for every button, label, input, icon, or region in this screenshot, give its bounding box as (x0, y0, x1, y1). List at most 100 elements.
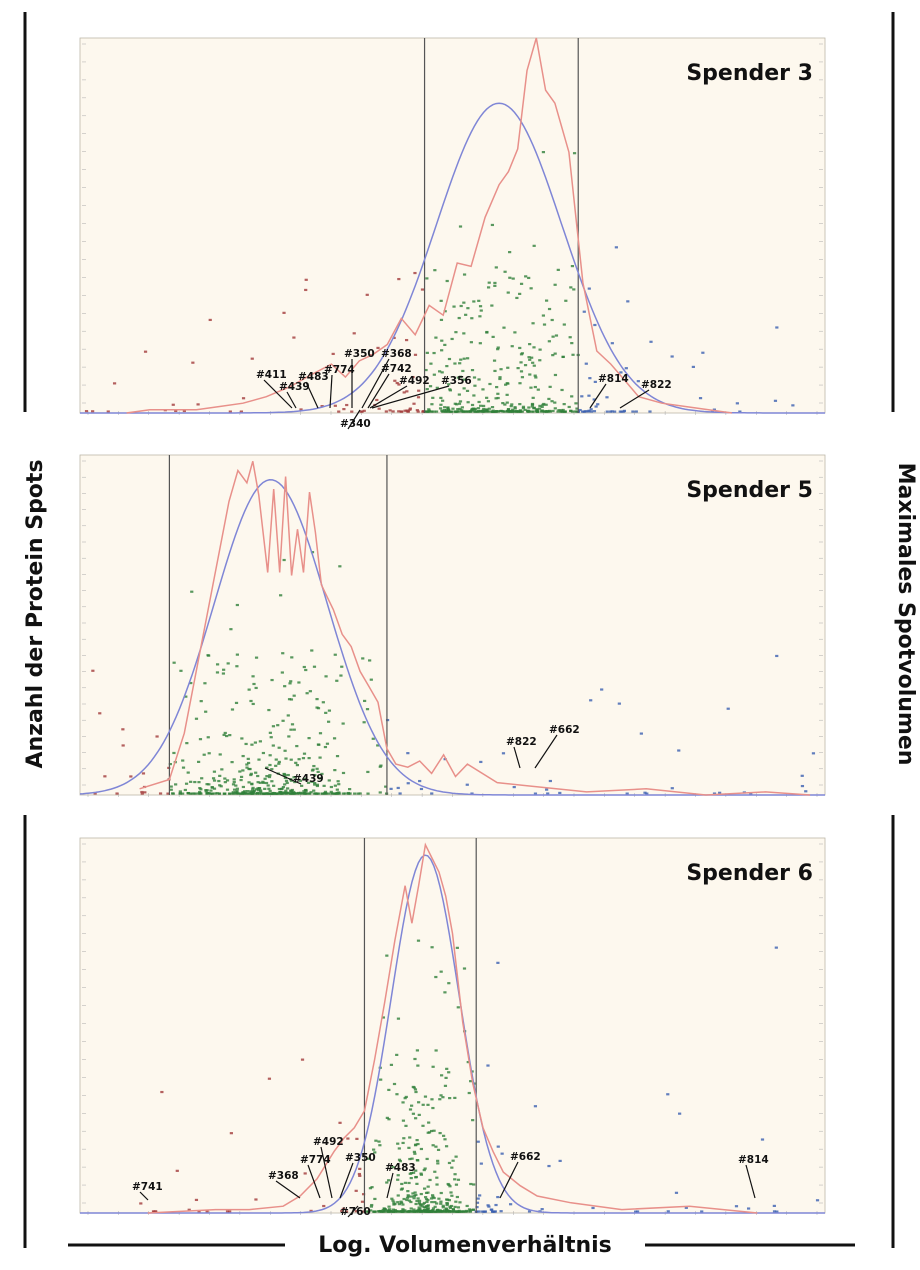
spot-annotation: #356 (441, 375, 472, 387)
spot-point (431, 1194, 435, 1197)
spot-point (409, 1195, 414, 1198)
spot-point (563, 410, 567, 413)
spot-point (418, 779, 422, 783)
spot-point (168, 762, 172, 766)
spot-point (232, 788, 237, 791)
spot-point (456, 1206, 461, 1209)
spot-point (542, 402, 546, 406)
spot-point (589, 410, 594, 413)
spot-point (341, 792, 345, 795)
spot-point (453, 1178, 457, 1181)
spot-point (409, 1207, 413, 1210)
spot-point (302, 790, 306, 793)
spot-point (335, 792, 340, 795)
spot-point (443, 1138, 447, 1141)
spot-point (258, 789, 263, 792)
spot-point (340, 665, 344, 668)
spot-point (450, 337, 454, 341)
spot-point (251, 786, 255, 790)
spot-point (268, 789, 272, 792)
spot-point (253, 741, 258, 744)
spot-point (457, 316, 461, 320)
spot-point (344, 1210, 349, 1213)
spot-point (362, 721, 366, 724)
spot-point (536, 388, 540, 391)
spot-point (440, 409, 444, 412)
spot-point (560, 388, 564, 392)
spot-point (305, 692, 309, 695)
spot-point (235, 665, 239, 668)
spot-point (518, 403, 522, 406)
spot-point (140, 792, 144, 795)
spot-point (533, 385, 537, 389)
spot-point (320, 772, 324, 776)
spot-annotation: #814 (598, 373, 629, 385)
spot-point (451, 407, 455, 410)
spot-point (434, 1049, 438, 1052)
spot-point (800, 784, 805, 788)
spot-point (580, 395, 584, 398)
spot-point (279, 788, 283, 791)
spot-point (502, 326, 506, 329)
spot-point (649, 340, 653, 343)
spot-point (521, 407, 526, 410)
spot-point (312, 789, 316, 792)
spot-point (377, 1140, 381, 1143)
spot-point (454, 1183, 459, 1186)
spot-point (281, 785, 286, 789)
spot-point (204, 710, 208, 713)
spot-point (267, 708, 271, 712)
spot-point (440, 1074, 444, 1077)
spot-point (426, 1205, 430, 1208)
spot-point (413, 1191, 417, 1194)
spot-point (377, 407, 381, 410)
spot-point (511, 408, 515, 411)
spot-point (366, 792, 370, 795)
spot-point (445, 1067, 449, 1070)
annotation-leader (369, 385, 408, 409)
spot-point (470, 407, 474, 411)
spot-point (429, 1197, 434, 1200)
spot-point (496, 396, 500, 400)
spot-point (300, 784, 304, 787)
spot-point (487, 281, 491, 284)
spot-point (417, 1113, 421, 1116)
spot-point (478, 410, 483, 413)
spot-point (506, 408, 511, 411)
spot-point (241, 754, 245, 758)
spot-point (467, 1210, 471, 1213)
spot-point (309, 1209, 313, 1212)
spot-point (545, 788, 549, 791)
spot-point (439, 970, 443, 973)
spot-point (400, 1210, 405, 1213)
spot-point (410, 1157, 414, 1160)
spot-point (622, 410, 626, 413)
spot-point (500, 1152, 504, 1155)
spot-point (421, 1203, 425, 1206)
spot-point (424, 368, 428, 372)
spot-point (520, 410, 524, 413)
spot-point (512, 785, 516, 789)
spot-point (429, 362, 433, 365)
spot-point (749, 792, 753, 795)
spot-point (387, 1118, 391, 1121)
annotation-leader (305, 381, 319, 409)
spot-point (292, 694, 296, 697)
spot-point (405, 1198, 409, 1202)
spot-point (343, 792, 347, 795)
spot-point (775, 654, 779, 658)
spot-point (189, 681, 193, 685)
spot-point (691, 365, 695, 369)
spot-point (532, 244, 536, 247)
spot-point (373, 1151, 377, 1154)
spot-point (454, 1200, 458, 1203)
spot-point (366, 770, 370, 774)
spot-annotation: #774 (300, 1154, 331, 1166)
spot-point (388, 409, 392, 412)
spot-point (427, 408, 431, 411)
spot-point (438, 1209, 442, 1212)
spot-point (301, 757, 306, 760)
spot-point (400, 1201, 404, 1204)
spot-point (318, 732, 323, 735)
panel-title: Spender 6 (686, 861, 813, 886)
